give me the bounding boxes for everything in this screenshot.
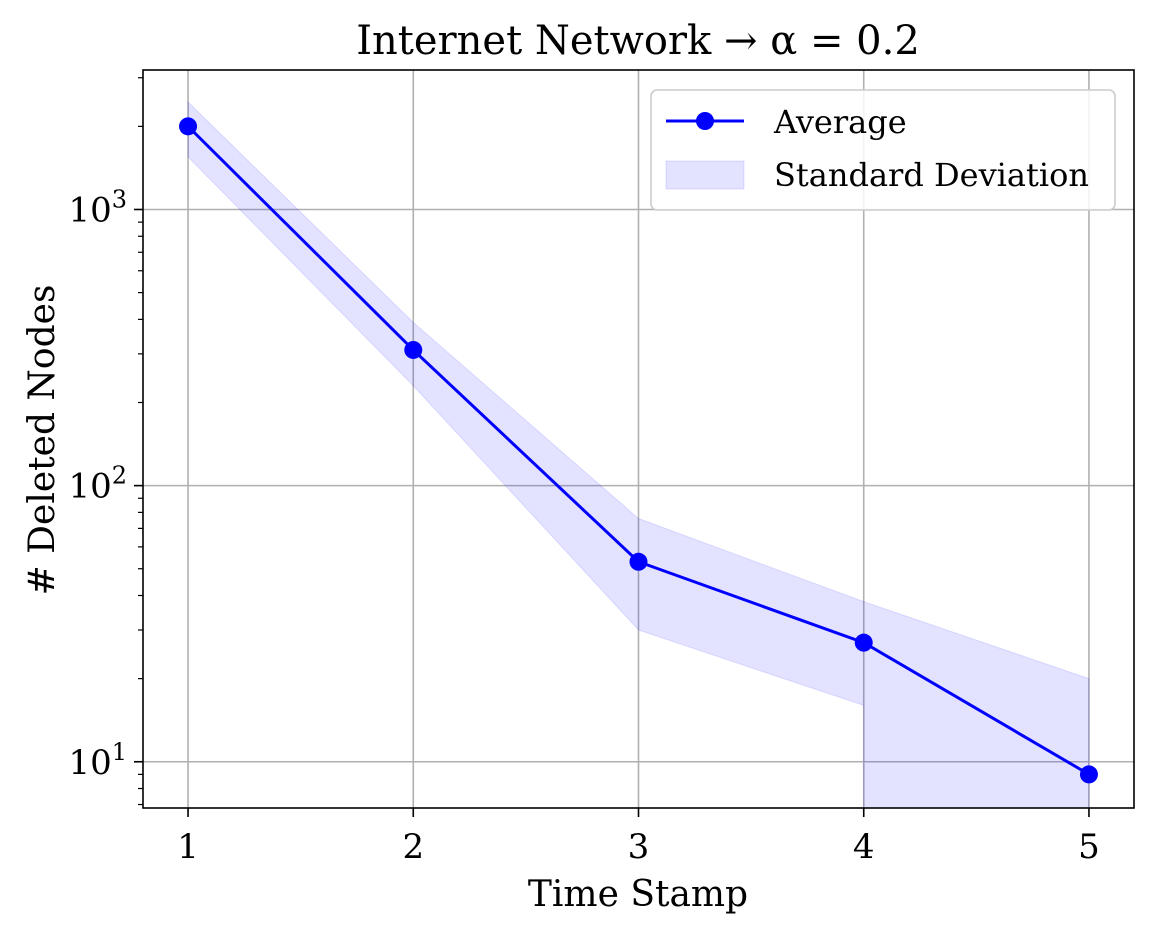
average-point xyxy=(404,340,423,359)
chart-title: Internet Network → α = 0.2 xyxy=(356,18,920,64)
average-markers xyxy=(179,117,1098,784)
y-tick-label: 102 xyxy=(68,462,127,507)
y-axis-label: # Deleted Nodes xyxy=(22,285,63,596)
average-point xyxy=(854,633,873,652)
legend-std-dev-swatch xyxy=(665,160,745,190)
average-point xyxy=(629,552,648,571)
y-axis-ticks: 101 102 103 xyxy=(68,185,143,783)
x-tick-label: 5 xyxy=(1078,827,1100,867)
x-tick-label: 3 xyxy=(628,827,650,867)
x-tick-label: 4 xyxy=(853,827,875,867)
average-point xyxy=(179,117,198,136)
legend-std-dev-label: Standard Deviation xyxy=(774,156,1089,194)
x-axis-label: Time Stamp xyxy=(528,874,748,915)
average-point xyxy=(1079,765,1098,784)
x-tick-label: 1 xyxy=(177,827,199,867)
legend: Average Standard Deviation xyxy=(650,89,1116,211)
legend-average-label: Average xyxy=(773,103,907,141)
y-axis-minor-ticks xyxy=(138,77,143,806)
legend-average-swatch-marker xyxy=(696,112,714,130)
x-axis-ticks: 1 2 3 4 5 xyxy=(177,808,1100,867)
legend-box xyxy=(650,89,1116,211)
y-tick-label: 101 xyxy=(68,738,127,783)
y-tick-label: 103 xyxy=(68,185,127,230)
x-tick-label: 2 xyxy=(402,827,424,867)
